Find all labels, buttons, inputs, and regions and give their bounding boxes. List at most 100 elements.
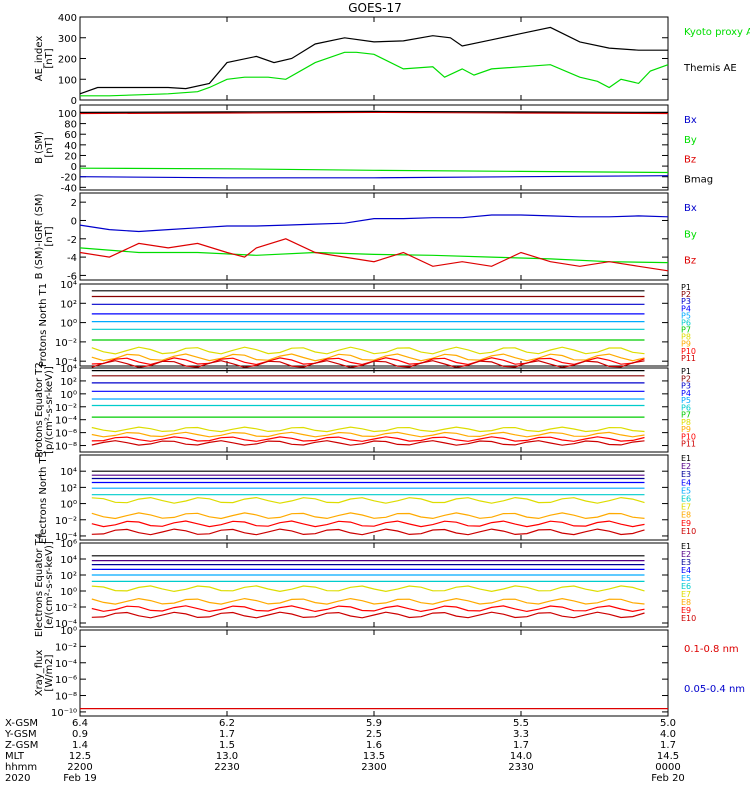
y-tick-label: 10⁻¹⁰ [51, 708, 77, 719]
y-tick-label: 40 [64, 141, 77, 152]
channel-label: E1 [681, 542, 691, 551]
ephem-value: 2300 [361, 762, 386, 773]
panel-7: 10⁻⁴ 10⁻² 10⁰ 10² 10⁴ 10⁶ Electrons Equator T4… [34, 533, 696, 637]
channel-label: E5 [681, 574, 691, 583]
series-line [79, 167, 669, 174]
channel-label: E7 [681, 503, 691, 512]
ephem-row-label: 2020 [5, 773, 30, 784]
channel-label: P5 [681, 311, 691, 320]
channel-label: P2 [681, 374, 691, 383]
channel-label: P5 [681, 396, 691, 405]
y-tick-label: 10⁻⁶ [55, 429, 77, 440]
channel-label: E3 [681, 470, 691, 479]
legend-label: 0.1-0.8 nm [684, 644, 739, 655]
channel-label: E4 [681, 478, 691, 487]
channel-line [91, 520, 645, 528]
y-tick-label: 10⁴ [60, 467, 77, 478]
ephem-value: 13.5 [363, 751, 385, 762]
ephem-value: Feb 20 [651, 773, 685, 784]
channel-label: P8 [681, 418, 691, 427]
y-tick-label: 10⁻⁶ [55, 675, 77, 686]
legend-label: Bz [684, 155, 696, 166]
y-axis-label: Electrons Equator T4[e/(cm²-s-sr-keV)] [34, 533, 55, 637]
y-tick-label: -20 [61, 173, 77, 184]
channel-line [91, 528, 645, 536]
ephem-value: 5.5 [513, 718, 529, 729]
y-tick-label: 10⁻² [55, 642, 77, 653]
channel-label: E2 [681, 462, 691, 471]
y-tick-label: 10⁰ [60, 626, 77, 637]
ephem-row-label: Y-GSM [4, 729, 37, 740]
series-line [79, 110, 669, 113]
legend-label: Themis AE [683, 63, 737, 74]
y-tick-label: 10⁻² [55, 403, 77, 414]
y-axis-label: Protons North T1 [38, 283, 49, 367]
y-tick-label: 0 [71, 96, 77, 107]
channel-label: P10 [681, 432, 696, 441]
channel-line [91, 440, 645, 446]
channel-label: E5 [681, 486, 691, 495]
channel-line [91, 597, 645, 605]
legend-label: By [684, 229, 697, 240]
legend-label: By [684, 135, 697, 146]
panel-5: 10⁻⁸ 10⁻⁶ 10⁻⁴ 10⁻² 10⁰ 10² 10⁴ Protons Equator… [34, 362, 696, 458]
y-tick-label: 10⁻⁴ [55, 532, 77, 543]
y-tick-label: 400 [58, 13, 77, 24]
y-tick-label: 10⁰ [60, 390, 77, 401]
y-tick-label: 10⁻⁸ [55, 692, 77, 703]
channel-label: P4 [681, 304, 691, 313]
channel-label: E1 [681, 454, 691, 463]
y-tick-label: 100 [58, 75, 77, 86]
channel-label: P11 [681, 440, 696, 449]
panel-8: 10⁻¹⁰ 10⁻⁸ 10⁻⁶ 10⁻⁴ 10⁻² 10⁰ Xray_flux[W/m2] 0… [34, 626, 745, 719]
series-line [79, 214, 669, 233]
channel-label: E2 [681, 550, 691, 559]
channel-label: E9 [681, 606, 691, 615]
ephem-value: 2230 [214, 762, 239, 773]
channel-label: P6 [681, 318, 691, 327]
channel-label: E10 [681, 614, 696, 623]
y-tick-label: 60 [64, 130, 77, 141]
channel-label: E6 [681, 495, 691, 504]
channel-label: E8 [681, 598, 691, 607]
channel-label: P4 [681, 389, 691, 398]
y-tick-label: 2 [71, 198, 77, 209]
ephem-value: 14.5 [657, 751, 679, 762]
y-tick-label: 10⁻⁴ [55, 357, 77, 368]
y-tick-label: 10⁻⁴ [55, 659, 77, 670]
channel-label: P3 [681, 382, 691, 391]
ephem-value: 12.5 [69, 751, 91, 762]
channel-label: E7 [681, 590, 691, 599]
channel-label: P8 [681, 333, 691, 342]
ephem-value: 13.0 [216, 751, 238, 762]
panel-frame [79, 454, 669, 541]
channel-line [91, 360, 645, 369]
channel-line [91, 353, 645, 362]
legend-label: Bx [684, 115, 697, 126]
y-axis-label: B (SM)[nT] [34, 131, 55, 164]
y-tick-label: 80 [64, 120, 77, 131]
y-tick-label: -2 [67, 235, 77, 246]
y-tick-label: 10² [60, 299, 77, 310]
panel-frame [79, 192, 669, 281]
channel-label: P1 [681, 367, 691, 376]
y-axis-label: B (SM)-IGRF (SM)[nT] [34, 194, 55, 280]
y-tick-label: 10⁻⁸ [55, 442, 77, 453]
channel-label: E9 [681, 519, 691, 528]
channel-label: P9 [681, 340, 691, 349]
ephem-value: 1.7 [660, 740, 676, 751]
y-tick-label: 10² [60, 571, 77, 582]
channel-label: E10 [681, 527, 696, 536]
y-tick-label: 300 [58, 34, 77, 45]
series-line [79, 238, 669, 272]
channel-label: E3 [681, 558, 691, 567]
y-tick-label: 10² [60, 483, 77, 494]
ephem-value: 1.5 [219, 740, 235, 751]
channel-line [91, 512, 645, 520]
y-tick-label: 10⁰ [60, 319, 77, 330]
y-tick-label: -40 [61, 183, 77, 194]
y-tick-label: 10⁶ [60, 539, 77, 550]
ephem-row-label: X-GSM [5, 718, 38, 729]
channel-label: P3 [681, 297, 691, 306]
